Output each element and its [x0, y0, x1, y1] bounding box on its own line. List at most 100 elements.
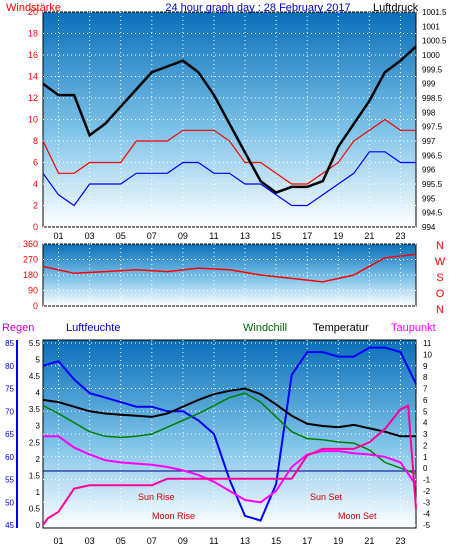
rain-tick-label: 3.5 [29, 405, 41, 414]
wind-tick-label: 14 [28, 72, 38, 82]
pressure-tick-label: 999 [422, 80, 436, 89]
wind-tick-label: 12 [28, 93, 38, 103]
temperature-tick-label: 4 [423, 419, 428, 428]
wind-tick-label: 16 [28, 50, 38, 60]
compass-label: W [435, 256, 446, 268]
temperature-tick-label: 3 [423, 430, 428, 439]
hour-tick-label: 21 [364, 536, 374, 546]
hour-tick-label: 05 [116, 231, 126, 241]
hour-tick-label: 01 [54, 231, 64, 241]
sun-set-label: Sun Set [310, 492, 343, 502]
label-regen: Regen [2, 322, 34, 334]
compass-label: N [436, 304, 444, 316]
temperature-tick-label: 0 [423, 464, 428, 473]
wind-tick-label: 2 [33, 201, 38, 211]
temperature-tick-label: 9 [423, 362, 428, 371]
wind-tick-label: 10 [28, 115, 38, 125]
pressure-tick-label: 994 [422, 223, 436, 232]
pressure-tick-label: 998.5 [422, 94, 443, 103]
temperature-tick-label: -5 [423, 521, 431, 530]
temperature-tick-label: 6 [423, 396, 428, 405]
direction-tick-label: 0 [33, 301, 38, 311]
hour-tick-label: 09 [178, 536, 188, 546]
humidity-tick-label: 55 [5, 476, 14, 485]
wind-axis-title: Windstärke [6, 2, 61, 14]
rain-tick-label: 0.5 [29, 504, 41, 513]
pressure-tick-label: 994.5 [422, 209, 443, 218]
hour-tick-label: 23 [395, 536, 405, 546]
temperature-tick-label: -3 [423, 498, 431, 507]
compass-label: O [436, 288, 445, 300]
pressure-tick-label: 1000.5 [422, 37, 447, 46]
wind-series [42, 45, 417, 207]
rain-tick-label: 4 [36, 389, 41, 398]
hour-tick-label: 15 [271, 231, 281, 241]
humidity-tick-label: 50 [5, 498, 14, 507]
temperature-tick-label: 8 [423, 373, 428, 382]
direction-series [42, 253, 417, 283]
moon-set-label: Moon Set [338, 511, 377, 521]
temperature-tick-label: 5 [423, 407, 428, 416]
moon-rise-label: Moon Rise [152, 511, 195, 521]
rain-tick-label: 5.5 [29, 339, 41, 348]
temperature-tick-label: 7 [423, 385, 428, 394]
label-temperatur: Temperatur [313, 322, 369, 334]
humidity-tick-label: 85 [5, 339, 14, 348]
label-luftfeuchte: Luftfeuchte [66, 322, 120, 334]
pressure-tick-label: 996 [422, 166, 436, 175]
direction-tick-label: 270 [23, 255, 38, 265]
humidity-tick-label: 60 [5, 453, 14, 462]
pressure-axis-title: Luftdruck [373, 2, 419, 14]
rain-tick-label: 3 [36, 422, 41, 431]
humidity-tick-label: 75 [5, 385, 14, 394]
temperature-tick-label: -4 [423, 510, 431, 519]
temperature-ticks: -5 -4 -3 -2 -1 0 1 2 3 4 5 6 7 8 9 10 11 [423, 339, 432, 530]
hour-tick-label: 23 [395, 231, 405, 241]
temp-series [42, 346, 417, 526]
wind-pressure-chart: 0 2 4 6 8 10 12 14 16 18 20 994 994.5 995 995.5 996 996… [6, 2, 447, 241]
temperature-tick-label: -1 [423, 476, 431, 485]
humidity-tick-label: 45 [5, 521, 14, 530]
direction-tick-label: 360 [23, 239, 38, 249]
hour-tick-label: 11 [209, 231, 218, 241]
hour-tick-label: 03 [85, 536, 95, 546]
hour-tick-label: 13 [240, 536, 250, 546]
wind-tick-label: 4 [33, 179, 38, 189]
sun-rise-label: Sun Rise [138, 492, 175, 502]
hour-tick-label: 11 [209, 536, 218, 546]
wind-hour-ticks: 01 03 05 07 09 11 13 15 17 19 21 23 [54, 231, 406, 241]
dewpoint-line [43, 435, 417, 504]
hour-tick-label: 05 [116, 536, 126, 546]
pressure-tick-label: 997 [422, 137, 436, 146]
wind-plot-area [42, 11, 417, 228]
label-taupunkt: Taupunkt [391, 322, 436, 334]
hour-tick-label: 03 [85, 231, 95, 241]
label-windchill: Windchill [243, 322, 287, 334]
temp-grid [43, 340, 416, 528]
rain-tick-label: 1 [36, 488, 41, 497]
rain-tick-label: 5 [36, 356, 41, 365]
hour-tick-label: 07 [147, 536, 157, 546]
hour-tick-label: 15 [271, 536, 281, 546]
temp-plot-area [42, 339, 417, 529]
temperature-tick-label: 1 [423, 453, 428, 462]
direction-left-ticks: 0 90 180 270 360 [23, 239, 38, 311]
hour-tick-label: 19 [333, 231, 343, 241]
hour-tick-label: 19 [333, 536, 343, 546]
pressure-tick-label: 1001 [422, 22, 440, 31]
humidity-ticks: 45 50 55 60 65 70 75 80 85 [5, 339, 14, 530]
hour-tick-label: 21 [364, 231, 374, 241]
pressure-tick-label: 1001.5 [422, 8, 447, 17]
direction-tick-label: 180 [23, 270, 38, 280]
wind-tick-label: 0 [33, 222, 38, 232]
wind-direction-line [42, 253, 417, 283]
hour-tick-label: 07 [147, 231, 157, 241]
temperature-line [42, 387, 416, 438]
temperature-tick-label: 11 [423, 339, 432, 348]
hour-tick-label: 01 [54, 536, 64, 546]
pressure-tick-label: 998 [422, 108, 436, 117]
